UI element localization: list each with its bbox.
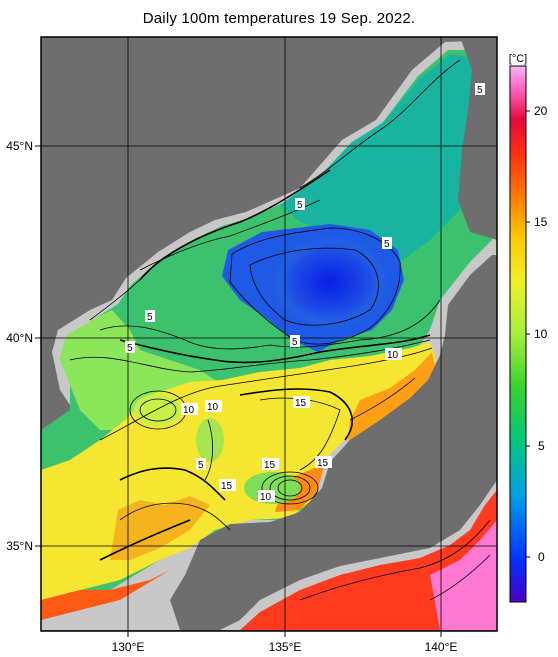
pacific-red — [240, 490, 497, 630]
contour-lines-major — [99, 169, 431, 561]
contour-label: 5 — [297, 200, 303, 211]
contour-label: 5 — [384, 239, 390, 250]
lat-label: 35°N — [6, 539, 33, 553]
korea-strait-red — [41, 570, 170, 620]
colorbar — [509, 65, 527, 603]
contour-label: 10 — [207, 402, 219, 413]
colorbar-unit: [°C] — [509, 53, 527, 65]
cold-core-center — [272, 236, 388, 328]
lat-label: 40°N — [6, 331, 33, 345]
colorbar-tick-label: 0 — [538, 550, 545, 564]
contour-label: 10 — [387, 350, 399, 361]
lon-label: 135°E — [269, 640, 302, 654]
contour-label: 10 — [183, 405, 195, 416]
lon-label: 140°E — [425, 640, 458, 654]
colorbar-tick-label: 15 — [534, 215, 548, 229]
honshu-land — [170, 255, 497, 630]
contour-label: 15 — [317, 458, 329, 469]
contour-label: 5 — [127, 343, 133, 354]
axis-labels: 130°E 135°E 140°E 45°N 40°N 35°N — [6, 139, 457, 654]
colorbar-ticks — [526, 110, 530, 558]
lon-label: 130°E — [112, 640, 145, 654]
colorbar-labels: 20 15 10 5 0 — [534, 104, 548, 564]
contour-lines — [69, 59, 491, 601]
colorbar-tick-label: 5 — [538, 439, 545, 453]
colorbar-tick-label: 10 — [534, 327, 548, 341]
contour-label: 15 — [264, 460, 276, 471]
contour-label: 5 — [147, 312, 153, 323]
axis-ticks — [35, 145, 442, 637]
contour-label-group: 5 5 5 5 5 5 10 10 10 15 5 15 15 — [125, 83, 485, 503]
orange-patch-east — [348, 352, 436, 442]
contour-label: 5 — [477, 85, 483, 96]
colorbar-tick-label: 20 — [534, 104, 548, 118]
contour-label: 5 — [198, 460, 204, 471]
hokkaido-land — [458, 37, 497, 240]
map-title: Daily 100m temperatures 19 Sep. 2022. — [142, 10, 416, 27]
lat-label: 45°N — [6, 139, 33, 153]
contour-label: 5 — [292, 337, 298, 348]
contour-label: 10 — [260, 492, 272, 503]
contour-label: 15 — [295, 398, 307, 409]
eddy-mid — [196, 418, 224, 462]
graticule — [41, 37, 497, 631]
korea-land — [41, 37, 160, 330]
contour-label: 15 — [221, 481, 233, 492]
pacific-pink — [430, 520, 497, 630]
northern-water — [280, 54, 490, 262]
map-frame — [40, 36, 498, 632]
